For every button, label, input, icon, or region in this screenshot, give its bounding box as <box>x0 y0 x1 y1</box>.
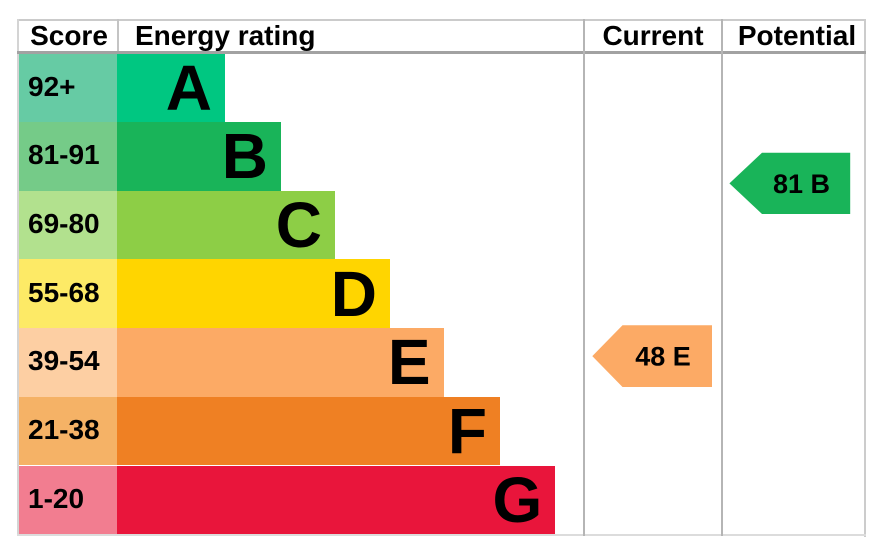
svg-text:81 B: 81 B <box>773 169 830 199</box>
svg-text:48 E: 48 E <box>635 342 691 372</box>
